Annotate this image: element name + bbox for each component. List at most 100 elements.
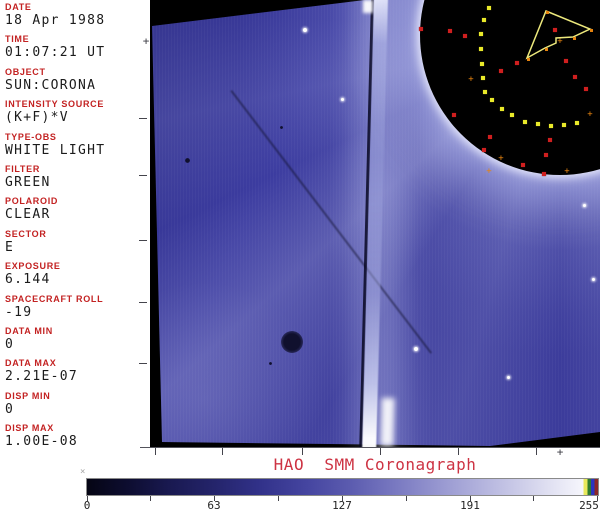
intensity-colorbar: [86, 478, 599, 496]
field-value: E: [5, 239, 15, 255]
metadata-sidebar: DATE 18 Apr 1988 TIME 01:07:21 UT OBJECT SUN:…: [0, 0, 150, 512]
image-canvas: + + + + + +: [150, 0, 600, 448]
star-point: [592, 278, 595, 281]
dust-speck: [268, 361, 272, 365]
limb-marker-dot: [575, 121, 579, 125]
field-data-max: DATA MAX 2.21E-07: [5, 358, 78, 384]
red-fiducial-dot: [584, 87, 588, 91]
field-label: DATA MIN: [5, 326, 53, 336]
field-polaroid: POLAROID CLEAR: [5, 196, 58, 222]
colorbar-tick-label: 0: [83, 499, 91, 512]
colorbar-minor-tick: [150, 496, 151, 501]
orange-plus-mark: +: [468, 74, 474, 85]
sector-polygon-outline: [525, 10, 592, 60]
field-label: POLAROID: [5, 196, 59, 207]
limb-marker-dot: [480, 62, 484, 66]
colorbar-major-tick: [342, 496, 343, 501]
bottom-axis-tick: [458, 448, 459, 455]
left-axis-tick: [139, 240, 147, 241]
bottom-axis-tick: [536, 448, 537, 455]
colorbar-tick-label: 255: [579, 499, 599, 512]
star-point: [583, 204, 586, 207]
field-label: SECTOR: [5, 228, 47, 239]
star-point: [303, 28, 307, 32]
field-value: 6.144: [5, 272, 51, 288]
field-label: SPACECRAFT ROLL: [5, 293, 104, 304]
field-value: WHITE LIGHT: [5, 142, 106, 158]
limb-marker-dot: [483, 90, 487, 94]
limb-marker-dot: [500, 107, 504, 111]
colorbar-major-tick: [470, 496, 471, 501]
field-label: TIME: [5, 34, 30, 45]
red-fiducial-dot: [463, 34, 467, 38]
colorbar-tick-label: 127: [332, 499, 352, 512]
polygon-vertex-dot: [573, 37, 576, 40]
red-fiducial-dot: [488, 135, 492, 139]
pylon-top-highlight: [363, 0, 373, 13]
dust-speck: [184, 157, 190, 163]
limb-marker-dot: [562, 123, 566, 127]
limb-marker-dot: [490, 98, 494, 102]
limb-marker-dot: [479, 32, 483, 36]
field-value: 18 Apr 1988: [5, 13, 106, 28]
bottom-axis-tick: [380, 448, 381, 455]
field-label: EXPOSURE: [5, 261, 61, 272]
colorbar-major-tick: [597, 496, 598, 501]
field-value: (K+F)*V: [5, 110, 69, 126]
orange-plus-mark: +: [498, 153, 504, 164]
red-fiducial-dot: [448, 29, 452, 33]
red-fiducial-dot: [419, 27, 423, 31]
field-date: DATE 18 Apr 1988: [5, 2, 105, 28]
field-label: DISP MIN: [5, 390, 51, 401]
field-label: DISP MAX: [5, 423, 54, 434]
field-label: DATA MAX: [5, 358, 57, 369]
image-title: HAO SMM Coronagraph: [273, 455, 477, 474]
field-label: DATE: [5, 2, 32, 12]
red-fiducial-dot: [564, 59, 568, 63]
left-axis-tick: [139, 302, 147, 303]
limb-marker-dot: [487, 6, 491, 10]
field-label: TYPE-OBS: [5, 131, 57, 142]
red-fiducial-dot: [573, 75, 577, 79]
field-value: 0: [5, 401, 15, 417]
annotation-overlay: [525, 10, 592, 60]
image-axis-baseline: [140, 447, 600, 448]
field-disp-min: DISP MIN 0: [5, 391, 50, 417]
orange-plus-mark: +: [564, 166, 570, 177]
field-value: 01:07:21 UT: [5, 45, 106, 61]
field-value: GREEN: [5, 175, 51, 190]
orange-plus-mark: +: [587, 109, 593, 120]
field-sector: SECTOR E: [5, 229, 47, 255]
red-fiducial-dot: [544, 153, 548, 157]
polygon-vertex-dot: [545, 48, 548, 51]
field-data-min: DATA MIN 0: [5, 326, 53, 352]
dust-speck: [281, 331, 303, 353]
field-label: FILTER: [5, 164, 41, 174]
colorbar-minor-tick: [406, 496, 407, 501]
bottom-axis-tick: [222, 448, 223, 455]
red-fiducial-dot: [515, 61, 519, 65]
colorbar-major-tick: [214, 496, 215, 501]
field-label: OBJECT: [5, 66, 46, 77]
field-value: -19: [5, 304, 33, 320]
red-fiducial-dot: [452, 113, 456, 117]
fiducial-cross-mark: +: [142, 34, 150, 48]
colorbar-major-tick: [87, 496, 88, 501]
field-label: INTENSITY SOURCE: [5, 99, 105, 110]
dust-speck: [279, 125, 283, 129]
colorbar-tick-label: 191: [460, 499, 480, 512]
limb-marker-dot: [479, 47, 483, 51]
field-spacecraft-roll: SPACECRAFT ROLL -19: [5, 294, 103, 320]
star-point: [341, 98, 344, 101]
star-point: [414, 347, 418, 351]
colorbar-minor-tick: [278, 496, 279, 501]
left-axis-tick: [139, 118, 147, 119]
left-axis-tick: [139, 175, 147, 176]
limb-marker-dot: [549, 124, 553, 128]
red-fiducial-dot: [553, 28, 557, 32]
limb-marker-dot: [523, 120, 527, 124]
field-time: TIME 01:07:21 UT: [5, 34, 105, 60]
colorbar-minor-tick: [533, 496, 534, 501]
field-value: CLEAR: [5, 207, 51, 223]
